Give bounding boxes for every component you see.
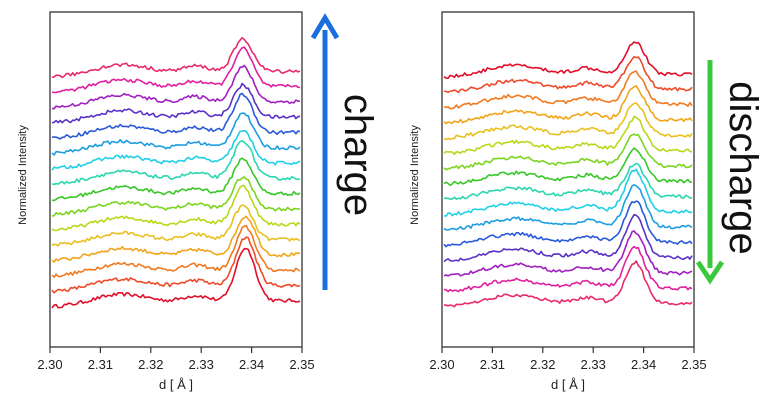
charge-panel: Normalized Intensity 2.30 2.31 2.32 2.33 2.3… <box>17 11 380 392</box>
charge-series-line <box>51 176 301 217</box>
charge-xlabel: d [ Å ] <box>159 377 193 392</box>
charge-series-line <box>51 37 301 79</box>
xtick-label: 2.31 <box>88 357 113 372</box>
discharge-series-line <box>443 245 693 293</box>
xtick-label: 2.33 <box>189 357 214 372</box>
xtick-label: 2.34 <box>631 357 656 372</box>
xtick-label: 2.31 <box>480 357 505 372</box>
xtick-label: 2.33 <box>581 357 606 372</box>
discharge-series-group <box>443 41 693 308</box>
xtick-label: 2.35 <box>289 357 314 372</box>
discharge-series-line <box>443 168 693 217</box>
discharge-series-line <box>443 115 693 156</box>
charge-ylabel: Normalized Intensity <box>17 125 29 225</box>
discharge-series-line <box>443 230 693 277</box>
charge-series-line <box>51 184 301 232</box>
discharge-xlabel: d [ Å ] <box>551 377 585 392</box>
discharge-series-line <box>443 41 693 79</box>
discharge-series-line <box>443 55 693 94</box>
xtick-label: 2.34 <box>239 357 264 372</box>
discharge-series-line <box>443 85 693 125</box>
discharge-arrow-head <box>695 260 725 285</box>
discharge-series-line <box>443 184 693 231</box>
discharge-series-line <box>443 213 693 263</box>
charge-series-line <box>51 46 301 94</box>
discharge-xticks: 2.30 2.31 2.32 2.33 2.34 2.35 <box>429 347 707 372</box>
xtick-label: 2.32 <box>138 357 163 372</box>
discharge-series-line <box>443 162 693 201</box>
discharge-ylabel: Normalized Intensity <box>409 125 421 225</box>
discharge-series-line <box>443 200 693 248</box>
xtick-label: 2.30 <box>37 357 62 372</box>
charge-series-line <box>51 64 301 110</box>
charge-series-line <box>51 140 301 186</box>
charge-arrow-head <box>310 13 340 40</box>
charge-annotation: charge <box>336 94 380 216</box>
xtick-label: 2.32 <box>530 357 555 372</box>
charge-series-line <box>51 112 301 156</box>
charge-series-line <box>51 247 301 309</box>
charge-series-line <box>51 82 301 124</box>
discharge-arrow <box>695 60 725 285</box>
charge-series-group <box>51 37 301 309</box>
discharge-plot-frame <box>441 11 695 348</box>
xtick-label: 2.35 <box>681 357 706 372</box>
discharge-panel: Normalized Intensity 2.30 2.31 2.32 2.33 2.3… <box>409 11 762 392</box>
xtick-label: 2.30 <box>429 357 454 372</box>
charge-series-line <box>51 236 301 294</box>
discharge-series-line <box>443 147 693 187</box>
discharge-series-line <box>443 133 693 171</box>
discharge-series-line <box>443 260 693 308</box>
charge-series-line <box>51 224 301 278</box>
discharge-series-line <box>443 70 693 110</box>
discharge-series-line <box>443 102 693 141</box>
charge-series-line <box>51 215 301 263</box>
charge-plot-frame <box>49 11 303 348</box>
discharge-annotation: discharge <box>721 81 762 254</box>
charge-series-line <box>51 157 301 202</box>
charge-series-line <box>51 92 301 140</box>
charge-arrow <box>310 13 340 290</box>
charge-series-line <box>51 129 301 171</box>
charge-xticks: 2.30 2.31 2.32 2.33 2.34 2.35 <box>37 347 315 372</box>
charge-series-line <box>51 204 301 247</box>
